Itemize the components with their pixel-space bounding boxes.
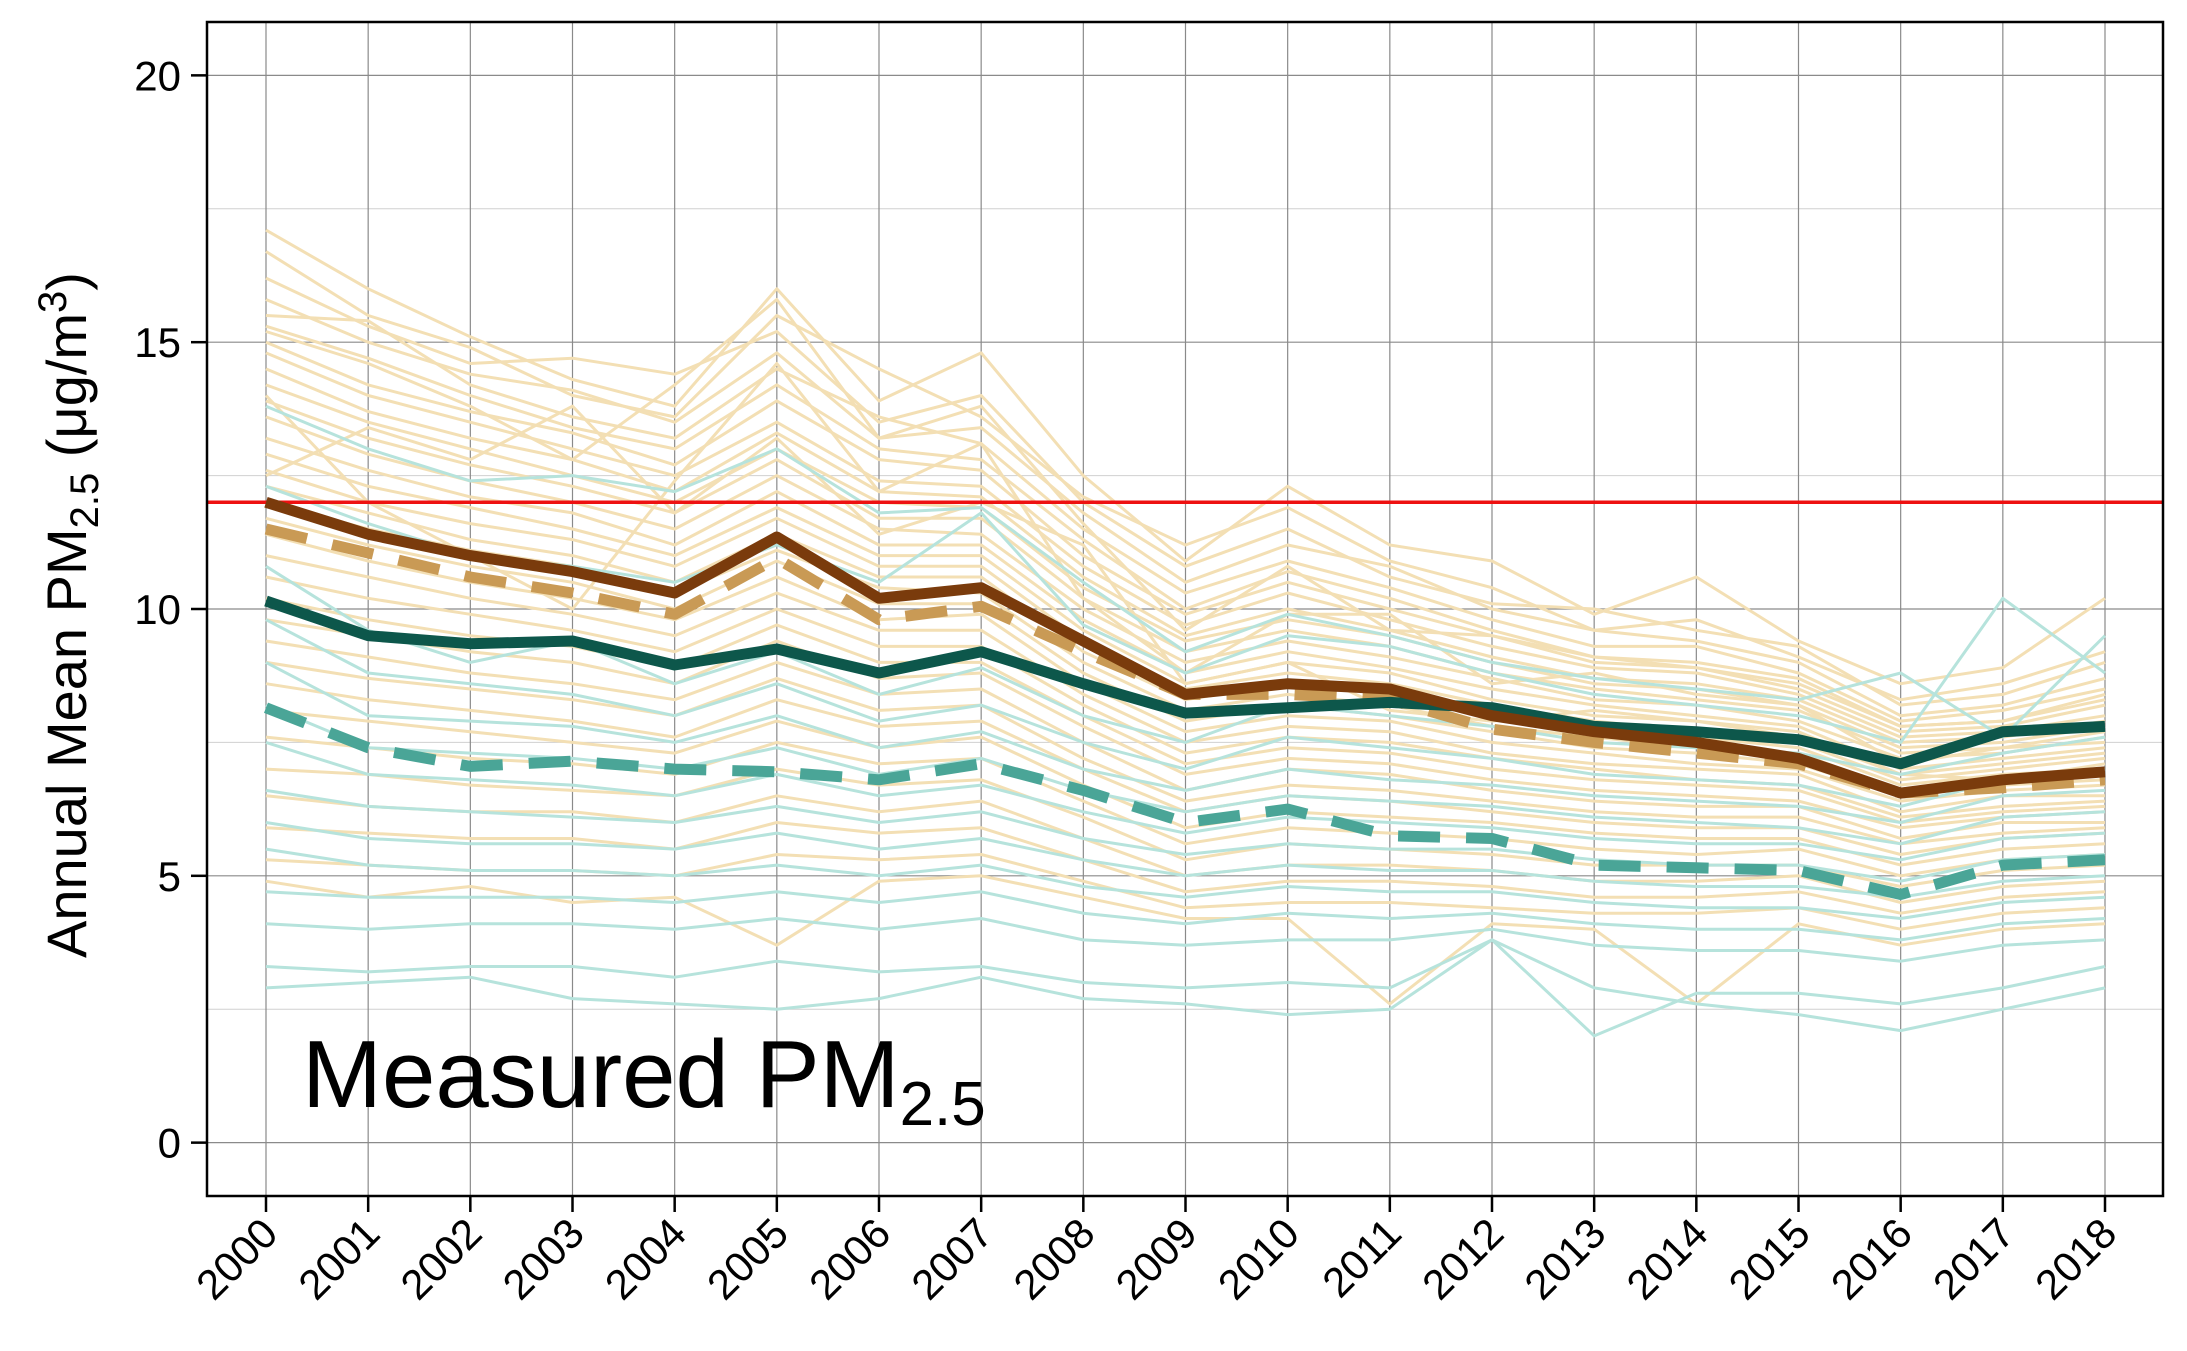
background-series-line-tan — [265, 276, 2106, 707]
panel-label-subscript: 2.5 — [900, 1070, 986, 1139]
background-series-line-tan — [265, 298, 2106, 728]
background-series-line-tan — [265, 228, 2106, 686]
y-title-unit-close: ) — [35, 272, 98, 291]
y-tick-label: 15 — [134, 319, 181, 366]
x-tick-label: 2001 — [289, 1209, 388, 1308]
summary-series — [263, 497, 2106, 900]
background-series-line-tan — [265, 618, 2106, 830]
y-title-unit-open: (μg/m — [35, 313, 98, 473]
background-series-line-teal — [265, 847, 2106, 920]
summary-series-line — [264, 595, 2106, 770]
x-tick-label: 2002 — [391, 1209, 490, 1308]
y-axis-title: Annual Mean PM2.5 (μg/m3) — [31, 272, 107, 958]
panel-label: Measured PM2.5 — [302, 1021, 986, 1139]
background-series-line-tan — [265, 324, 2106, 728]
background-series-line-teal — [265, 890, 2106, 942]
x-tick-label: 2004 — [596, 1209, 695, 1308]
background-series-line-teal — [265, 404, 2107, 739]
background-series-line-tan — [265, 821, 2106, 915]
x-tick-label: 2015 — [1720, 1209, 1819, 1308]
background-series-line-tan — [265, 340, 2106, 734]
y-tick-label: 0 — [158, 1120, 181, 1167]
background-series-line-teal — [265, 788, 2106, 883]
x-tick-label: 2016 — [1822, 1209, 1921, 1308]
background-series-teal — [265, 404, 2107, 1038]
background-series-line-tan — [265, 660, 2106, 846]
y-tick-label: 10 — [134, 586, 181, 633]
x-tick-label: 2007 — [902, 1209, 1001, 1308]
y-tick-label: 20 — [134, 52, 181, 99]
x-tick-label: 2005 — [698, 1209, 797, 1308]
background-series-line-teal — [265, 938, 2106, 1033]
panel-label-main: Measured PM — [302, 1021, 900, 1128]
summary-series-line — [264, 497, 2106, 799]
x-tick-label: 2018 — [2026, 1209, 2125, 1308]
background-series-line-tan — [265, 874, 2106, 1006]
x-tick-label: 2011 — [1313, 1209, 1410, 1306]
x-tick-label: 2014 — [1617, 1209, 1716, 1308]
x-tick-label: 2013 — [1515, 1209, 1614, 1308]
x-tick-label: 2006 — [800, 1209, 899, 1308]
background-series-line-tan — [265, 314, 2106, 723]
background-series-line-teal — [265, 740, 2106, 862]
x-tick-label: 2003 — [494, 1209, 593, 1308]
y-title-unit-sup: 3 — [31, 291, 75, 313]
y-title-subscript: 2.5 — [63, 473, 107, 529]
x-tick-label: 2009 — [1107, 1209, 1206, 1308]
background-series-line-tan — [265, 735, 2106, 878]
x-tick-label: 2008 — [1004, 1209, 1103, 1308]
background-series-line-tan — [265, 250, 2106, 702]
x-tick-label: 2010 — [1209, 1209, 1308, 1308]
x-tick-label: 2000 — [187, 1209, 286, 1308]
background-series-line-teal — [265, 821, 2106, 899]
y-tick-label: 5 — [158, 853, 181, 900]
background-series-line-teal — [265, 618, 2106, 808]
y-title-prefix: Annual Mean PM — [35, 528, 98, 958]
x-tick-label: 2017 — [1924, 1209, 2023, 1308]
background-series-line-teal — [265, 703, 2106, 846]
x-tick-label: 2012 — [1413, 1209, 1512, 1308]
background-series-line-tan — [265, 351, 2106, 739]
background-series-line-tan — [265, 708, 2106, 867]
background-series-line-teal — [265, 661, 2106, 824]
background-series-line-tan — [265, 298, 2106, 718]
background-series-line-teal — [265, 938, 2106, 1038]
background-series-line-teal — [265, 917, 2106, 963]
